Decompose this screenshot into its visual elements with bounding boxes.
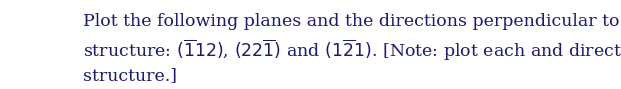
Text: Plot the following planes and the directions perpendicular to these planes in a : Plot the following planes and the direct… (83, 13, 621, 30)
Text: structure: $(\overline{1}12)$, $(22\overline{1})$ and $(1\overline{2}1)$. [Note:: structure: $(\overline{1}12)$, $(22\over… (83, 38, 621, 63)
Text: structure.]: structure.] (83, 67, 178, 84)
